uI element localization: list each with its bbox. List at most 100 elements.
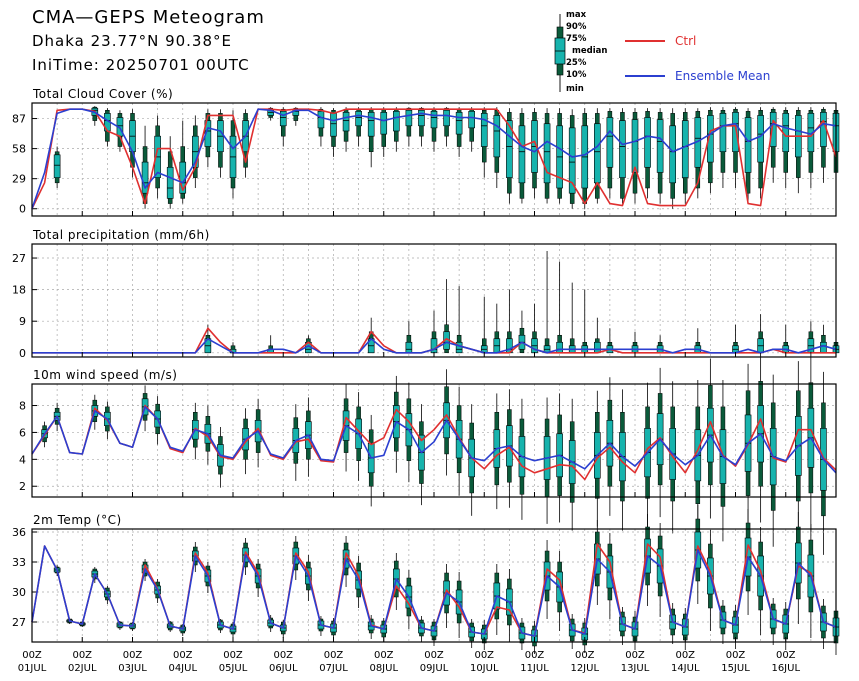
ensemble-box — [367, 107, 375, 168]
box-25-75 — [418, 109, 425, 127]
ensemble-box — [619, 108, 626, 204]
ensemble-box — [305, 397, 312, 477]
box-25-75 — [455, 112, 463, 135]
ensemble-box — [53, 146, 61, 189]
ensemble-mean-line — [32, 337, 837, 354]
box-25-75 — [405, 109, 413, 127]
box-25-75 — [380, 112, 388, 135]
box-25-75 — [619, 120, 626, 178]
panel-title: Total precipitation (mm/6h) — [32, 228, 210, 242]
legend-box-label: 90% — [566, 22, 587, 32]
ensemble-box — [242, 109, 249, 178]
box-25-75 — [606, 117, 614, 168]
ensemble-box — [782, 602, 790, 650]
y-tick-label: 27 — [12, 252, 26, 265]
box-25-75 — [556, 341, 563, 354]
box-25-75 — [769, 112, 777, 147]
x-tick-label-date: 08JUL — [369, 663, 398, 674]
box-25-75 — [166, 166, 174, 199]
x-tick-label-date: 16JUL — [771, 663, 800, 674]
ensemble-box — [393, 375, 400, 473]
ensemble-box — [644, 108, 651, 199]
ensemble-box — [480, 296, 488, 354]
ensemble-box — [556, 261, 563, 354]
box-25-75 — [820, 112, 827, 147]
ensemble-box — [707, 107, 714, 194]
y-tick-label: 36 — [12, 526, 26, 539]
ensemble-box — [367, 317, 375, 354]
ensemble-box — [229, 110, 237, 199]
x-tick-label-hour: 00Z — [123, 650, 143, 661]
ensemble-box — [719, 107, 727, 189]
ensemble-box — [594, 108, 601, 204]
box-25-75 — [317, 110, 325, 129]
ensemble-box — [166, 136, 174, 209]
ensemble-box — [493, 564, 501, 635]
ensemble-box — [518, 310, 526, 354]
legend-ctrl-label: Ctrl — [675, 34, 696, 48]
box-25-75 — [493, 115, 501, 158]
ensemble-box — [556, 108, 563, 204]
x-tick-label-date: 12JUL — [570, 663, 599, 674]
ensemble-box — [769, 374, 777, 547]
ensemble-box — [330, 108, 337, 157]
ensemble-box — [380, 107, 388, 157]
ensemble-box — [317, 107, 325, 147]
ensemble-box — [468, 107, 475, 152]
panel-title: 2m Temp (°C) — [33, 513, 122, 527]
ensemble-box — [769, 107, 777, 183]
ensemble-box — [681, 108, 689, 204]
panel-1: Total Cloud Cover (%) 0 29 58 87 — [12, 87, 840, 217]
ctrl-line — [31, 108, 837, 210]
y-tick-label: 0 — [19, 347, 26, 360]
panel-4: 2m Temp (°C) 27 30 33 36 — [12, 505, 840, 655]
box-25-75 — [594, 123, 601, 184]
ensemble-mean-line — [31, 406, 837, 474]
ensemble-box — [217, 109, 224, 178]
box-25-75 — [644, 117, 651, 168]
ensemble-box — [782, 107, 790, 189]
ensemble-box — [732, 324, 739, 354]
x-tick-label-date: 05JUL — [219, 663, 248, 674]
box-25-75 — [330, 113, 337, 137]
ensemble-box — [480, 107, 488, 178]
ensemble-box — [556, 393, 563, 523]
ensemble-box — [757, 107, 764, 199]
x-tick-label-date: 02JUL — [68, 663, 97, 674]
ensemble-box — [405, 570, 413, 629]
panel-2: Total precipitation (mm/6h) 0 9 18 27 — [12, 228, 840, 360]
ensemble-box — [518, 108, 526, 204]
panel-title: 10m wind speed (m/s) — [33, 368, 177, 382]
ensemble-box — [418, 404, 425, 506]
box-25-75 — [518, 125, 526, 184]
ensemble-box — [581, 108, 589, 209]
ensemble-box — [480, 620, 488, 650]
y-tick-label: 18 — [12, 284, 26, 297]
box-25-75 — [631, 119, 639, 173]
box-25-75 — [430, 110, 438, 129]
box-25-75 — [719, 113, 727, 153]
ensemble-box — [769, 598, 777, 645]
box-25-75 — [355, 110, 362, 127]
ensemble-box — [493, 303, 501, 354]
box-25-75 — [455, 341, 463, 354]
ensemble-box — [393, 107, 400, 152]
legend: max 90% 75% median 25% 10% min Ctrl Ensemble Mea… — [554, 10, 770, 94]
ensemble-box — [669, 108, 676, 209]
panel-3: 10m wind speed (m/s) 2 4 6 8 — [19, 351, 837, 555]
x-tick-label-hour: 00Z — [525, 650, 545, 661]
ensemble-box — [493, 107, 501, 189]
y-tick-label: 0 — [19, 203, 26, 216]
box-25-75 — [681, 120, 689, 178]
legend-box-label: min — [566, 84, 584, 94]
ensemble-box — [367, 414, 375, 507]
box-25-75 — [443, 109, 450, 127]
box-25-75 — [757, 115, 764, 163]
ensemble-box — [543, 108, 551, 204]
ensemble-box — [656, 108, 664, 204]
x-tick-label-hour: 00Z — [273, 650, 293, 661]
x-tick-label-hour: 00Z — [374, 650, 394, 661]
ensemble-box — [204, 109, 212, 168]
box-25-75 — [506, 120, 513, 178]
